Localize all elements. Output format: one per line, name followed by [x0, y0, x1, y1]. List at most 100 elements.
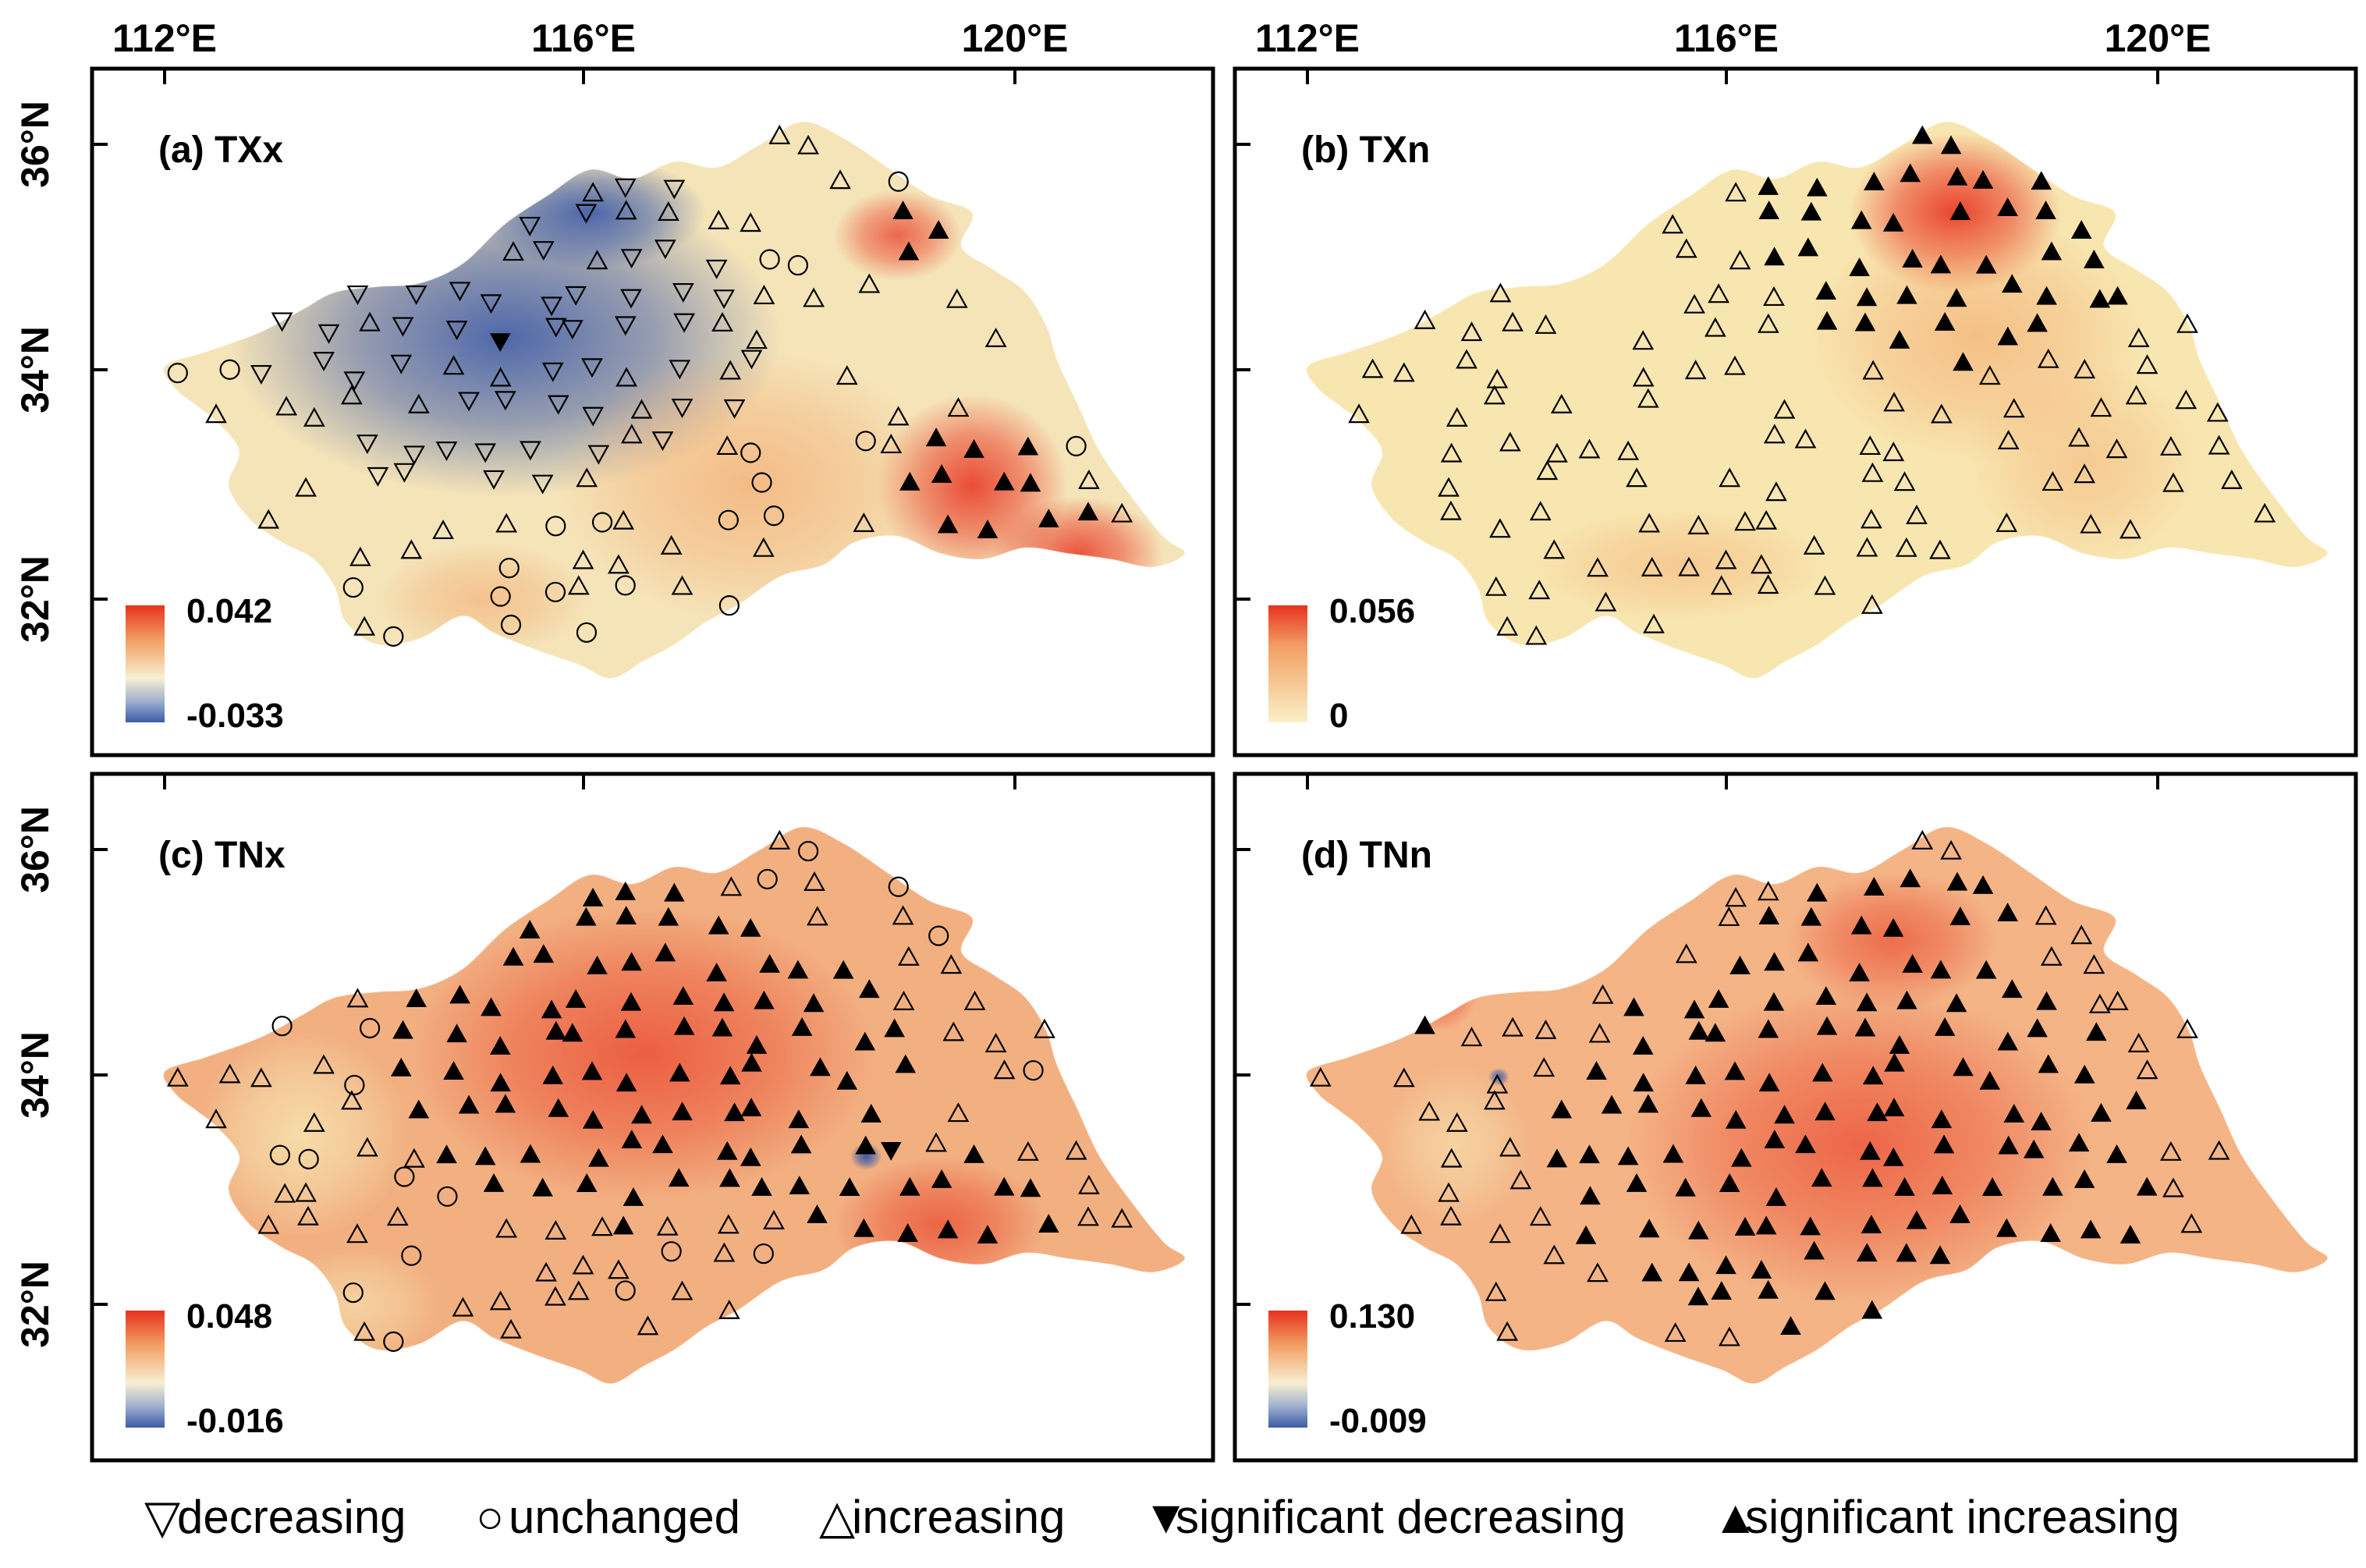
decreasing-marker: [620, 289, 642, 309]
increasing-marker: [257, 1214, 280, 1234]
increasing-marker: [1529, 1206, 1552, 1226]
increasing-marker: [1034, 1018, 1055, 1038]
sig-increasing-marker: [708, 915, 729, 935]
decreasing-marker: [356, 435, 378, 455]
sig-increasing-marker: [1688, 1220, 1709, 1240]
sig-increasing-marker: [1859, 1141, 1881, 1160]
sig-increasing-marker: [1998, 1135, 2019, 1155]
colorbar-min-label: -0.009: [1329, 1402, 1427, 1440]
sig-increasing-marker: [2126, 1091, 2147, 1109]
sig-increasing-marker: [1946, 288, 1967, 307]
increasing-marker: [2041, 471, 2064, 491]
basin-outline: [1305, 826, 2329, 1385]
sig-increasing-marker: [1997, 1031, 2019, 1051]
legend-item-unchanged: ○ unchanged: [476, 1491, 740, 1543]
panel-c: 36°N 34°N 32°N (c) TNx 0.048 -0.016: [13, 772, 1215, 1463]
increasing-marker: [887, 406, 910, 426]
sig-increasing-marker: [1764, 1130, 1786, 1148]
sig-increasing-marker: [2040, 1223, 2061, 1242]
sig-increasing-marker: [443, 1061, 464, 1080]
station-markers: [1309, 829, 2230, 1346]
increasing-marker: [1361, 358, 1384, 378]
increasing-marker: [1591, 984, 1614, 1004]
increasing-marker: [1509, 1169, 1532, 1190]
unchanged-marker: [219, 359, 240, 380]
sig-increasing-marker: [1930, 254, 1952, 274]
sig-increasing-marker: [1758, 1279, 1779, 1299]
sig-increasing-marker: [810, 1057, 831, 1077]
decreasing-marker: [740, 349, 763, 370]
sig-increasing-marker: [548, 1098, 569, 1117]
increasing-marker: [637, 1315, 659, 1336]
increasing-marker: [1684, 360, 1707, 380]
decreasing-marker: [474, 443, 497, 463]
sig-increasing-marker: [2073, 1064, 2095, 1084]
sig-increasing-marker: [1690, 1098, 1712, 1117]
increasing-marker: [1763, 286, 1785, 307]
decreasing-marker: [713, 289, 735, 310]
increasing-marker: [963, 990, 986, 1010]
increasing-marker: [2127, 1033, 2150, 1052]
unchanged-marker: [383, 626, 404, 647]
panel-title: (d) TNn: [1301, 835, 1432, 876]
y-tick-label: 32°N: [13, 555, 57, 643]
sig-increasing-marker: [1758, 176, 1779, 195]
trend-surface: [163, 826, 1186, 1385]
increasing-marker: [608, 1259, 630, 1279]
sig-increasing-marker: [2027, 313, 2048, 332]
unchanged-marker: [271, 1016, 293, 1037]
increasing-marker: [1392, 1067, 1415, 1087]
increasing-marker: [567, 1280, 590, 1300]
sig-increasing-marker: [963, 438, 984, 458]
increasing-marker: [1882, 442, 1905, 462]
increasing-marker: [718, 1214, 740, 1234]
increasing-marker: [1400, 1214, 1423, 1234]
increasing-marker: [1708, 283, 1730, 303]
increasing-marker: [1485, 1281, 1507, 1301]
sig-increasing-marker: [620, 992, 642, 1011]
sig-increasing-marker: [1979, 1070, 2001, 1090]
sig-increasing-marker: [807, 1204, 828, 1223]
increasing-marker: [2070, 924, 2093, 945]
sig-increasing-marker: [2031, 171, 2052, 190]
sig-increasing-marker: [1862, 1168, 1883, 1187]
unchanged-marker: [1023, 1060, 1044, 1081]
sig-increasing-marker: [1896, 990, 1917, 1009]
increasing-marker: [1997, 430, 2020, 449]
sig-increasing-marker: [2035, 200, 2056, 220]
increasing-marker: [1440, 442, 1463, 463]
increasing-marker: [1710, 575, 1733, 595]
sig-increasing-marker: [1811, 1168, 1832, 1187]
unchanged-marker: [740, 442, 761, 463]
decreasing-marker: [575, 204, 598, 224]
legend-item-increasing: △increasing: [819, 1491, 1066, 1543]
increasing-marker: [1543, 539, 1566, 559]
increasing-marker: [660, 534, 683, 555]
increasing-marker: [1499, 1137, 1521, 1157]
x-tick-label: 120°E: [2105, 16, 2212, 60]
sig-increasing-marker: [1546, 1148, 1568, 1168]
increasing-marker: [1438, 1182, 1460, 1202]
sig-increasing-marker: [2003, 1103, 2025, 1123]
increasing-marker: [297, 1205, 319, 1226]
increasing-marker: [1883, 392, 1905, 412]
increasing-marker: [1718, 906, 1740, 927]
sig-increasing-marker: [1896, 285, 1917, 304]
sig-increasing-marker: [1715, 1255, 1736, 1275]
increasing-marker: [1536, 460, 1559, 481]
sig-increasing-marker: [1867, 1102, 1888, 1122]
sig-increasing-marker: [787, 960, 809, 979]
sig-increasing-marker: [1816, 1016, 1838, 1035]
increasing-marker: [1617, 440, 1640, 460]
sig-increasing-marker: [621, 1130, 643, 1148]
sig-increasing-marker: [673, 1016, 695, 1035]
sig-increasing-marker: [1632, 1036, 1654, 1055]
increasing-marker: [1489, 518, 1511, 538]
sig-increasing-marker: [937, 1219, 959, 1239]
increasing-marker: [1773, 399, 1796, 419]
increasing-marker: [572, 1254, 594, 1275]
colorbar: 0.130 -0.009: [1268, 1297, 1427, 1440]
trend-orange-zone: [377, 542, 590, 656]
increasing-marker: [544, 1220, 567, 1240]
increasing-marker: [1757, 313, 1779, 333]
